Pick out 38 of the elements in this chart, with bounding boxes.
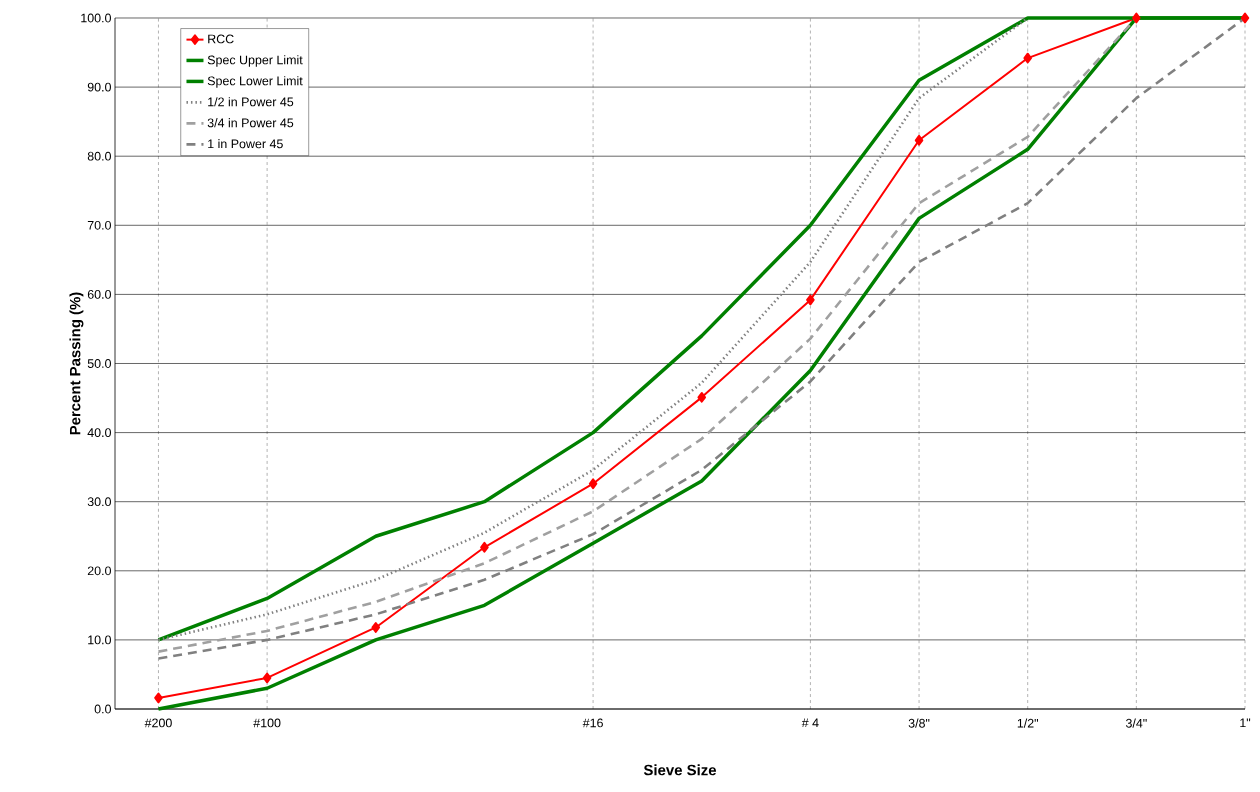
y-tick-label: 70.0 [87, 220, 111, 230]
point [1023, 52, 1032, 64]
y-tick-label: 30.0 [87, 497, 111, 507]
legend-label: Spec Lower Limit [207, 76, 303, 88]
legend-label: 1 in Power 45 [208, 139, 283, 149]
point [914, 134, 924, 146]
x-axis-title: Sieve Size [643, 764, 717, 776]
point [806, 294, 815, 306]
x-tick-label: #16 [582, 718, 603, 728]
y-tick-label: 10.0 [88, 635, 111, 645]
point [1240, 12, 1250, 24]
y-tick-label: 50.0 [87, 359, 111, 368]
y-tick-label: 90.0 [87, 82, 111, 92]
y-tick-label: 40.0 [87, 428, 111, 438]
legend-label: RCC [208, 34, 234, 44]
legend-label: 3/4 in Power 45 [207, 118, 294, 128]
y-axis-title: Percent Passing (%) [69, 292, 84, 435]
point [1132, 12, 1141, 24]
x-tick-label: 1/2" [1017, 718, 1039, 728]
x-tick-label: # 4 [801, 718, 819, 728]
legend-label: Spec Upper Limit [207, 55, 303, 67]
point [262, 672, 272, 684]
point [588, 478, 598, 490]
point [371, 622, 381, 633]
y-tick-label: 80.0 [87, 151, 111, 161]
y-tick-label: 20.0 [87, 566, 111, 576]
x-tick-label: #200 [144, 718, 172, 728]
x-tick-label: 1" [1240, 718, 1251, 728]
y-tick-label: 0.0 [94, 704, 111, 714]
x-tick-label: #100 [253, 718, 281, 728]
point [480, 541, 489, 553]
legend-label: 1/2 in Power 45 [208, 97, 294, 107]
x-tick-label: 3/8" [908, 718, 930, 728]
x-tick-label: 3/4" [1125, 718, 1147, 728]
y-tick-label: 100.0 [81, 13, 111, 23]
point [697, 391, 707, 403]
point [154, 692, 163, 704]
y-tick-label: 60.0 [87, 289, 111, 299]
